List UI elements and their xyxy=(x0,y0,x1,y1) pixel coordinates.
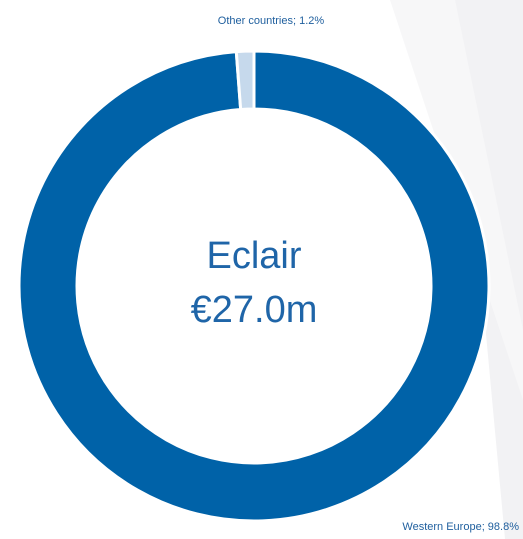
donut-slice xyxy=(17,49,491,523)
donut-slice xyxy=(234,49,256,112)
center-value: €27.0m xyxy=(191,289,318,331)
data-label: Western Europe; 98.8% xyxy=(402,521,519,533)
center-title: Eclair xyxy=(206,235,301,277)
data-label: Other countries; 1.2% xyxy=(218,15,325,27)
